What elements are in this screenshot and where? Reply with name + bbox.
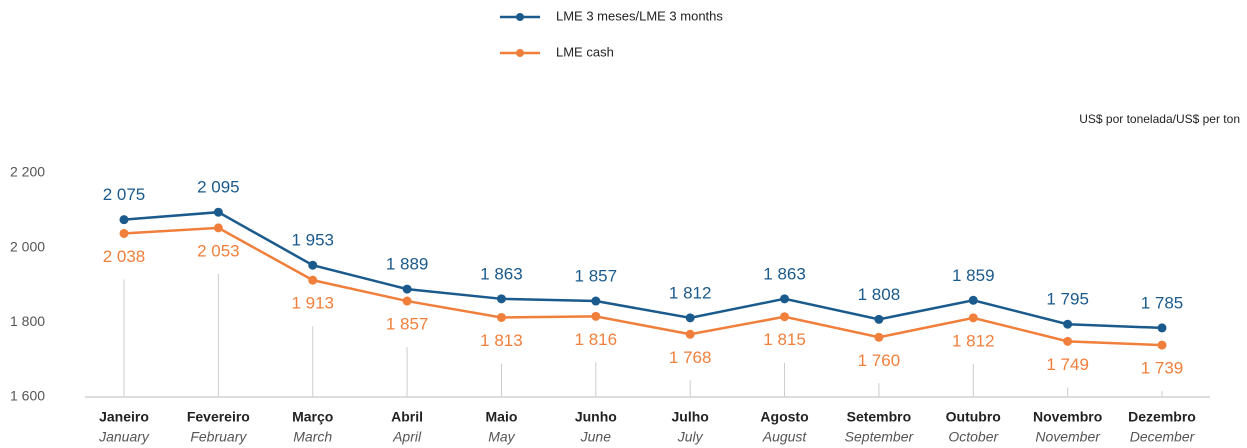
point (308, 260, 318, 270)
data-label: 1 739 (1141, 359, 1184, 378)
x-tick-label: Agosto (760, 409, 808, 425)
legend-label: LME 3 meses/LME 3 months (556, 8, 723, 23)
x-tick-label-en: April (392, 429, 422, 445)
x-tick-label: Novembro (1033, 409, 1102, 425)
y-tick-label: 1 800 (10, 313, 45, 329)
point (213, 223, 223, 233)
point (874, 314, 884, 324)
x-tick-label-en: March (293, 429, 332, 445)
data-label: 1 859 (952, 266, 995, 285)
point (780, 312, 790, 322)
data-label: 2 053 (197, 241, 240, 260)
data-label: 1 812 (952, 331, 995, 350)
x-tick-label-en: November (1035, 429, 1101, 445)
x-tick-label: Janeiro (99, 409, 149, 425)
data-label: 1 785 (1141, 293, 1184, 312)
data-label: 1 857 (386, 315, 429, 334)
data-label: 1 749 (1046, 355, 1089, 374)
point (119, 228, 129, 238)
point (780, 294, 790, 304)
data-label: 1 857 (575, 267, 618, 286)
series-line (123, 226, 1163, 347)
legend-marker (516, 13, 524, 21)
point (119, 215, 129, 225)
data-label: 1 816 (575, 330, 618, 349)
data-label: 1 889 (386, 255, 429, 274)
x-tick-label-en: September (845, 429, 915, 445)
point (1063, 319, 1073, 329)
data-label: 1 953 (291, 231, 334, 250)
point (591, 296, 601, 306)
data-label: 1 808 (858, 285, 901, 304)
x-tick-label: Maio (486, 409, 518, 425)
data-label: 1 768 (669, 348, 712, 367)
point (968, 313, 978, 323)
x-tick-label: Março (292, 409, 333, 425)
data-label: 1 863 (480, 264, 523, 283)
x-tick-label-en: July (677, 429, 704, 445)
data-label: 2 075 (103, 185, 146, 204)
data-label: 1 863 (763, 264, 806, 283)
x-tick-label-en: January (98, 429, 150, 445)
data-label: 1 812 (669, 283, 712, 302)
point (308, 275, 318, 285)
y-tick-label: 2 200 (10, 164, 45, 180)
x-tick-label: Dezembro (1128, 409, 1196, 425)
data-label: 2 038 (103, 247, 146, 266)
x-tick-label: Setembro (847, 409, 912, 425)
legend-label: LME cash (556, 44, 614, 59)
x-tick-label-en: December (1130, 429, 1196, 445)
data-label: 1 813 (480, 331, 523, 350)
point (685, 313, 695, 323)
point (402, 296, 412, 306)
point (496, 294, 506, 304)
unit-label: US$ por tonelada/US$ per ton (1079, 112, 1240, 126)
x-tick-label: Fevereiro (187, 409, 250, 425)
x-tick-label-en: June (580, 429, 612, 445)
x-tick-label-en: October (948, 429, 999, 445)
data-label: 1 815 (763, 330, 806, 349)
series-line (123, 210, 1163, 330)
point (1063, 336, 1073, 346)
point (213, 207, 223, 217)
x-tick-label-en: May (488, 429, 515, 445)
point (968, 295, 978, 305)
x-tick-label: Julho (672, 409, 709, 425)
y-tick-label: 2 000 (10, 238, 45, 254)
data-label: 2 095 (197, 178, 240, 197)
x-tick-label: Abril (391, 409, 423, 425)
point (591, 311, 601, 321)
point (496, 312, 506, 322)
data-label: 1 913 (291, 294, 334, 313)
point (1157, 340, 1167, 350)
x-tick-label-en: February (190, 429, 247, 445)
data-label: 1 760 (858, 351, 901, 370)
x-tick-label: Junho (575, 409, 617, 425)
point (402, 284, 412, 294)
point (874, 332, 884, 342)
point (1157, 323, 1167, 333)
data-label: 1 795 (1046, 290, 1089, 309)
point (685, 329, 695, 339)
y-tick-label: 1 600 (10, 388, 45, 404)
legend-marker (516, 49, 524, 57)
x-tick-label-en: August (762, 429, 808, 445)
x-tick-label: Outubro (946, 409, 1001, 425)
